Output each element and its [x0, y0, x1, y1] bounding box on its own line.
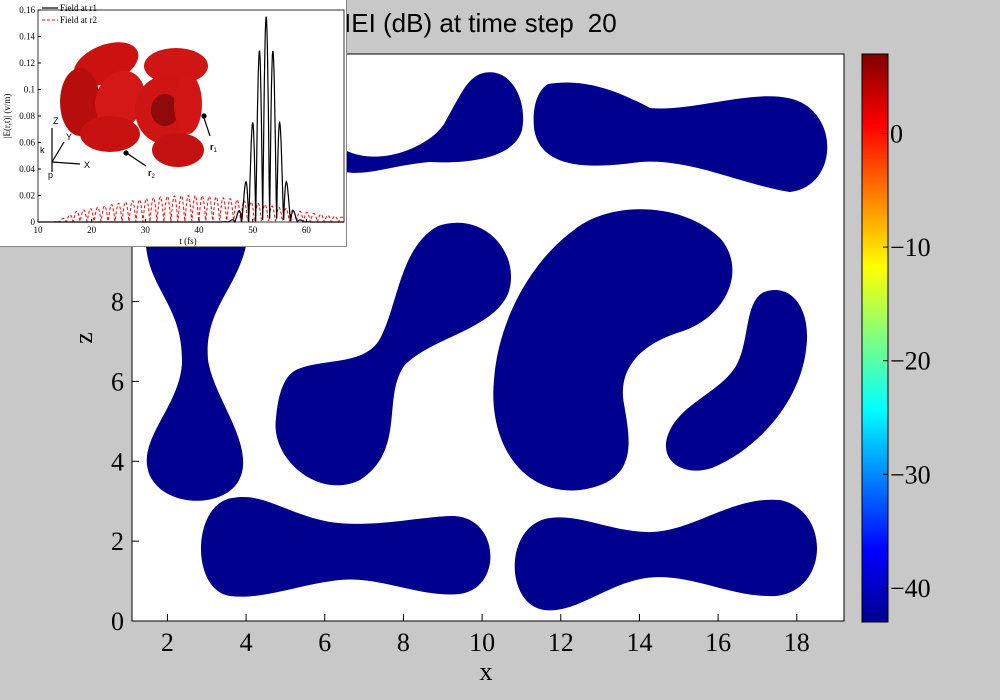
- triad-label-x: X: [84, 160, 90, 170]
- x-tick-label: 8: [397, 628, 410, 657]
- blob-center-left: [275, 222, 512, 486]
- red-cell: [144, 48, 208, 84]
- inset-y-tick-label: 0.16: [19, 5, 35, 15]
- inset-x-tick-label: 60: [302, 225, 312, 235]
- legend-label-r2: Field at r2: [60, 15, 97, 25]
- x-tick-label: 12: [548, 628, 574, 657]
- inset-x-tick-label: 30: [141, 225, 151, 235]
- colorbar-tick-label: −10: [890, 233, 931, 262]
- inset-x-ticks: 10 20 30 40 50 60: [34, 219, 312, 235]
- blob-top-right: [533, 82, 828, 192]
- triad-label-z: Z: [53, 116, 59, 126]
- x-tick-label: 16: [705, 628, 731, 657]
- inset-y-tick-label: 0.1: [24, 85, 35, 95]
- colorbar-ticks: 0 −10 −20 −30 −40: [883, 120, 931, 603]
- inset-y-tick-label: 0: [31, 217, 36, 227]
- colorbar-tick-label: −30: [890, 460, 931, 489]
- inset-y-ticks: 0 0.02 0.04 0.06 0.08 0.1 0.12 0.14 0.16: [19, 5, 41, 227]
- cells-illustration: [60, 42, 208, 167]
- point-label-r1: r1: [210, 142, 218, 154]
- inset-y-tick-label: 0.02: [19, 191, 35, 201]
- colorbar: [861, 53, 889, 623]
- blob-bottom-left: [200, 496, 491, 597]
- inset-panel: Z Y X k p r1 r2 10 20 30 40 50 60 0 0.02 0.04 0.…: [0, 0, 347, 247]
- triad-label-k: k: [40, 145, 45, 155]
- blob-group: [146, 72, 828, 611]
- inset-x-tick-label: 20: [87, 225, 97, 235]
- axes-triad: [51, 117, 211, 172]
- blob-right-bean: [665, 289, 808, 471]
- chart-title-text: IEI (dB) at time step: [344, 8, 574, 38]
- x-tick-label: 2: [161, 628, 174, 657]
- red-cell: [152, 133, 204, 167]
- point-r1: [201, 113, 207, 119]
- series-line-field-r2: [38, 194, 345, 224]
- inset-x-label: t (fs): [179, 236, 196, 246]
- red-cell: [174, 74, 202, 134]
- colorbar-tick-label: 0: [890, 120, 903, 149]
- x-axis-ticks: 2 4 6 8 10 12 14 16 18: [161, 614, 810, 657]
- point-label-r2: r2: [148, 168, 156, 180]
- series-line-field-r1: [38, 16, 344, 224]
- y-axis-label: z: [69, 332, 98, 344]
- inset-y-label: |E(r,t)| (v/m): [2, 94, 12, 139]
- y-tick-label: 2: [111, 527, 124, 556]
- y-tick-label: 6: [111, 367, 124, 396]
- inset-line-chart: Z Y X k p r1 r2 10 20 30 40 50 60 0 0.02 0.04 0.…: [2, 3, 345, 246]
- point-r2: [123, 150, 129, 156]
- y-tick-label: 0: [111, 607, 124, 636]
- red-cell-center: [151, 94, 179, 126]
- blob-center-large: [493, 209, 733, 491]
- red-cell: [60, 68, 100, 136]
- red-cell: [80, 116, 140, 152]
- x-axis-label: x: [480, 657, 493, 686]
- legend-label-r1: Field at r1: [60, 3, 97, 13]
- x-tick-label: 4: [240, 628, 253, 657]
- blob-top-left: [345, 72, 524, 173]
- chart-title: IEI (dB) at time step 20: [344, 8, 617, 38]
- triad-label-p: p: [48, 170, 53, 180]
- blob-bottom-right: [514, 499, 818, 611]
- colorbar-tick-label: −20: [890, 347, 931, 376]
- x-tick-label: 6: [318, 628, 331, 657]
- inset-y-tick-label: 0.06: [19, 138, 35, 148]
- red-cell: [95, 70, 145, 130]
- inset-x-tick-label: 10: [34, 225, 44, 235]
- inset-x-tick-label: 40: [195, 225, 205, 235]
- axis-arrow-y: [51, 141, 65, 163]
- time-step-value: 20: [588, 8, 617, 38]
- inset-y-tick-label: 0.04: [19, 164, 35, 174]
- inset-y-tick-label: 0.12: [19, 58, 35, 68]
- colorbar-tick-label: −40: [890, 574, 931, 603]
- inset-y-tick-label: 0.08: [19, 111, 35, 121]
- x-tick-label: 18: [784, 628, 810, 657]
- triad-label-y: Y: [66, 132, 72, 142]
- r1-pointer: [203, 117, 211, 137]
- inset-x-tick-label: 50: [248, 225, 258, 235]
- axis-arrow-x: [51, 161, 81, 165]
- y-tick-label: 4: [111, 447, 124, 476]
- y-axis-ticks: 0 2 4 6 8: [111, 288, 139, 636]
- inset-y-tick-label: 0.14: [19, 32, 35, 42]
- inset-legend: Field at r1 Field at r2: [42, 3, 97, 25]
- x-tick-label: 14: [626, 628, 652, 657]
- blob-left-vertical: [146, 246, 246, 501]
- r2-pointer: [127, 153, 147, 167]
- x-tick-label: 10: [469, 628, 495, 657]
- y-tick-label: 8: [111, 288, 124, 317]
